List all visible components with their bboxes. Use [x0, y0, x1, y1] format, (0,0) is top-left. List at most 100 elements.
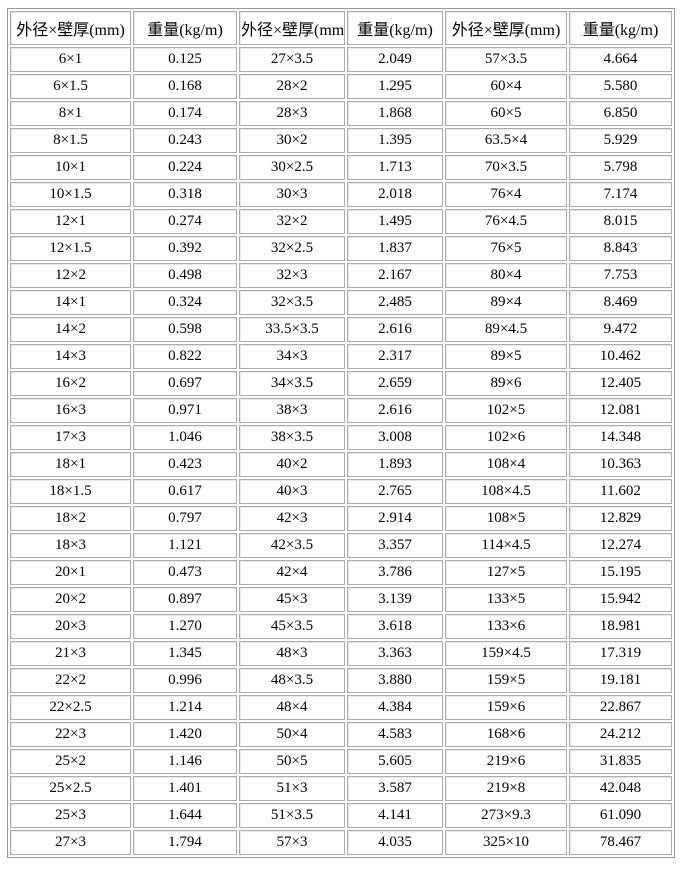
weight-cell: 1.713 [347, 155, 443, 180]
table-row: 6×1.5 0.168 28×2 1.295 60×4 5.580 [10, 74, 672, 99]
table-row: 20×2 0.897 45×3 3.139 133×5 15.942 [10, 587, 672, 612]
table-row: 8×1 0.174 28×3 1.868 60×5 6.850 [10, 101, 672, 126]
weight-cell: 2.914 [347, 506, 443, 531]
table-row: 12×1.5 0.392 32×2.5 1.837 76×5 8.843 [10, 236, 672, 261]
size-cell: 45×3 [239, 587, 345, 612]
size-cell: 63.5×4 [445, 128, 567, 153]
size-cell: 25×2.5 [10, 776, 131, 801]
weight-cell: 11.602 [569, 479, 672, 504]
size-cell: 102×6 [445, 425, 567, 450]
size-cell: 20×2 [10, 587, 131, 612]
table-row: 8×1.5 0.243 30×2 1.395 63.5×4 5.929 [10, 128, 672, 153]
size-cell: 8×1 [10, 101, 131, 126]
size-column-header: 外径×壁厚(mm) [10, 11, 131, 45]
weight-cell: 0.797 [133, 506, 237, 531]
weight-cell: 3.139 [347, 587, 443, 612]
weight-cell: 12.081 [569, 398, 672, 423]
weight-cell: 3.363 [347, 641, 443, 666]
weight-cell: 4.664 [569, 47, 672, 72]
size-cell: 6×1.5 [10, 74, 131, 99]
table-row: 18×1 0.423 40×2 1.893 108×4 10.363 [10, 452, 672, 477]
weight-cell: 1.395 [347, 128, 443, 153]
size-cell: 14×2 [10, 317, 131, 342]
weight-cell: 0.617 [133, 479, 237, 504]
size-cell: 21×3 [10, 641, 131, 666]
size-cell: 16×3 [10, 398, 131, 423]
size-cell: 28×2 [239, 74, 345, 99]
size-cell: 32×3.5 [239, 290, 345, 315]
weight-cell: 17.319 [569, 641, 672, 666]
weight-cell: 24.212 [569, 722, 672, 747]
weight-cell: 12.405 [569, 371, 672, 396]
weight-cell: 3.587 [347, 776, 443, 801]
weight-cell: 1.893 [347, 452, 443, 477]
size-cell: 18×2 [10, 506, 131, 531]
size-cell: 22×3 [10, 722, 131, 747]
size-cell: 42×4 [239, 560, 345, 585]
table-row: 16×2 0.697 34×3.5 2.659 89×6 12.405 [10, 371, 672, 396]
size-column-header: 外径×壁厚(mm) [445, 11, 567, 45]
weight-cell: 0.324 [133, 290, 237, 315]
size-cell: 20×1 [10, 560, 131, 585]
table-row: 14×3 0.822 34×3 2.317 89×5 10.462 [10, 344, 672, 369]
table-row: 14×1 0.324 32×3.5 2.485 89×4 8.469 [10, 290, 672, 315]
size-cell: 25×3 [10, 803, 131, 828]
size-cell: 10×1 [10, 155, 131, 180]
size-cell: 32×2 [239, 209, 345, 234]
weight-cell: 1.420 [133, 722, 237, 747]
weight-cell: 1.401 [133, 776, 237, 801]
size-cell: 20×3 [10, 614, 131, 639]
size-cell: 17×3 [10, 425, 131, 450]
size-cell: 6×1 [10, 47, 131, 72]
weight-cell: 5.929 [569, 128, 672, 153]
size-cell: 25×2 [10, 749, 131, 774]
weight-cell: 0.423 [133, 452, 237, 477]
size-cell: 34×3 [239, 344, 345, 369]
weight-cell: 4.583 [347, 722, 443, 747]
weight-cell: 8.469 [569, 290, 672, 315]
size-cell: 108×5 [445, 506, 567, 531]
size-column-header: 外径×壁厚(mm) [239, 11, 345, 45]
weight-cell: 78.467 [569, 830, 672, 855]
table-row: 25×2.5 1.401 51×3 3.587 219×8 42.048 [10, 776, 672, 801]
weight-cell: 2.485 [347, 290, 443, 315]
weight-cell: 10.363 [569, 452, 672, 477]
size-cell: 50×5 [239, 749, 345, 774]
weight-cell: 12.274 [569, 533, 672, 558]
size-cell: 48×3 [239, 641, 345, 666]
size-cell: 16×2 [10, 371, 131, 396]
size-cell: 30×3 [239, 182, 345, 207]
size-cell: 51×3 [239, 776, 345, 801]
size-cell: 70×3.5 [445, 155, 567, 180]
weight-cell: 1.270 [133, 614, 237, 639]
table-row: 18×1.5 0.617 40×3 2.765 108×4.5 11.602 [10, 479, 672, 504]
weight-column-header: 重量(kg/m) [347, 11, 443, 45]
table-row: 27×3 1.794 57×3 4.035 325×10 78.467 [10, 830, 672, 855]
table-row: 18×3 1.121 42×3.5 3.357 114×4.5 12.274 [10, 533, 672, 558]
table-row: 6×1 0.125 27×3.5 2.049 57×3.5 4.664 [10, 47, 672, 72]
weight-cell: 5.798 [569, 155, 672, 180]
size-cell: 57×3.5 [445, 47, 567, 72]
size-cell: 14×3 [10, 344, 131, 369]
size-cell: 18×1.5 [10, 479, 131, 504]
size-cell: 12×1.5 [10, 236, 131, 261]
size-cell: 22×2.5 [10, 695, 131, 720]
size-cell: 50×4 [239, 722, 345, 747]
weight-cell: 4.384 [347, 695, 443, 720]
weight-cell: 1.837 [347, 236, 443, 261]
size-cell: 159×5 [445, 668, 567, 693]
weight-cell: 0.392 [133, 236, 237, 261]
weight-cell: 4.035 [347, 830, 443, 855]
size-cell: 51×3.5 [239, 803, 345, 828]
weight-cell: 2.317 [347, 344, 443, 369]
size-cell: 89×4.5 [445, 317, 567, 342]
table-row: 17×3 1.046 38×3.5 3.008 102×6 14.348 [10, 425, 672, 450]
weight-cell: 3.618 [347, 614, 443, 639]
table-row: 12×1 0.274 32×2 1.495 76×4.5 8.015 [10, 209, 672, 234]
weight-cell: 3.357 [347, 533, 443, 558]
weight-cell: 19.181 [569, 668, 672, 693]
weight-cell: 0.243 [133, 128, 237, 153]
size-cell: 40×2 [239, 452, 345, 477]
size-cell: 38×3 [239, 398, 345, 423]
weight-cell: 1.644 [133, 803, 237, 828]
